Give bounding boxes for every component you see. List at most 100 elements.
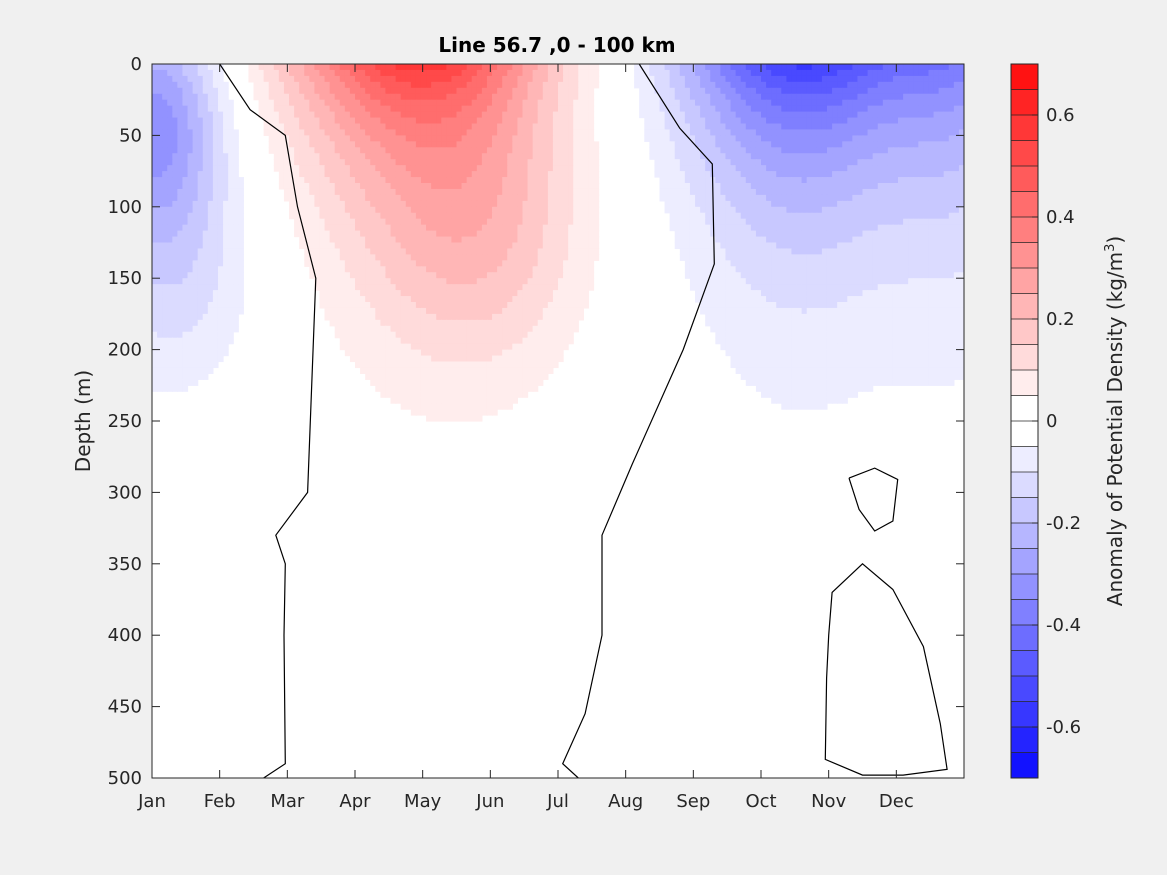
contour-cell [700,69,706,77]
contour-cell [344,117,351,125]
contour-cell [877,266,884,273]
contour-cell [187,141,194,148]
contour-cell [826,165,833,172]
contour-cell [755,111,762,119]
contour-cell [375,266,381,273]
contour-cell [573,242,579,250]
contour-cell [568,248,574,255]
contour-cell [502,260,508,267]
contour-cell [649,99,656,107]
contour-cell [776,87,782,95]
contour-cell [299,69,305,77]
contour-cell [319,165,326,172]
contour-cell [446,218,453,226]
contour-cell [796,206,803,214]
contour-cell [720,123,727,131]
contour-cell [192,272,199,279]
contour-cell [791,159,798,166]
contour-cell [542,69,549,77]
contour-cell [456,254,463,261]
contour-cell [842,242,848,250]
contour-cell [441,153,447,160]
contour-cell [486,69,493,77]
contour-cell [471,272,478,279]
contour-cell [380,206,387,214]
contour-cell [314,248,321,255]
contour-cell [339,64,346,71]
contour-cell [740,194,747,202]
contour-cell [441,69,447,77]
contour-cell [319,159,326,166]
contour-cell [172,129,178,136]
contour-cell [217,206,224,214]
contour-cell [349,111,356,119]
contour-cell [304,81,310,89]
contour-cell [212,236,219,244]
contour-cell [882,183,889,190]
contour-cell [400,236,407,244]
contour-cell [750,194,757,202]
contour-cell [466,135,473,142]
contour-cell [167,81,173,89]
contour-cell [573,212,579,220]
contour-cell [162,254,168,261]
contour-cell [390,81,397,89]
contour-cell [415,236,422,244]
contour-cell [953,135,960,142]
contour-cell [583,254,590,261]
contour-cell [852,188,859,196]
contour-cell [913,159,919,166]
contour-cell [537,165,544,172]
contour-cell [837,200,843,208]
contour-cell [892,200,899,208]
contour-cell [908,200,914,208]
contour-cell [152,105,158,113]
contour-cell [887,224,894,232]
contour-cell [497,230,503,238]
contour-cell [958,194,964,202]
contour-cell [948,75,955,83]
contour-cell [162,230,168,238]
contour-cell [943,224,950,232]
contour-cell [461,135,468,142]
contour-cell [766,135,772,142]
contour-cell [578,117,584,125]
contour-cell [958,248,964,255]
contour-cell [700,64,706,71]
contour-cell [157,260,163,267]
contour-cell [852,153,859,160]
contour-cell [953,188,960,196]
contour-cell [344,141,351,148]
contour-cell [583,188,590,196]
contour-cell [695,218,701,226]
contour-cell [882,224,889,232]
contour-cell [872,236,879,244]
contour-cell [375,218,381,226]
contour-cell [958,64,964,71]
contour-cell [801,87,808,95]
contour-cell [887,165,894,172]
contour-cell [568,188,574,196]
contour-cell [162,159,168,166]
contour-cell [568,64,574,71]
contour-cell [522,272,529,279]
contour-cell [349,260,356,267]
contour-cell [796,87,803,95]
contour-cell [486,254,493,261]
contour-cell [370,129,376,136]
contour-cell [268,99,275,107]
contour-cell [507,242,513,250]
contour-cell [400,248,407,255]
contour-cell [334,236,341,244]
contour-cell [674,165,681,172]
contour-cell [334,218,341,226]
contour-cell [776,153,782,160]
contour-cell [847,159,853,166]
contour-cell [532,218,539,226]
contour-cell [532,183,539,190]
contour-cell [375,272,381,279]
contour-cell [471,111,478,119]
contour-cell [492,194,498,202]
contour-cell [801,165,808,172]
contour-cell [167,254,173,261]
